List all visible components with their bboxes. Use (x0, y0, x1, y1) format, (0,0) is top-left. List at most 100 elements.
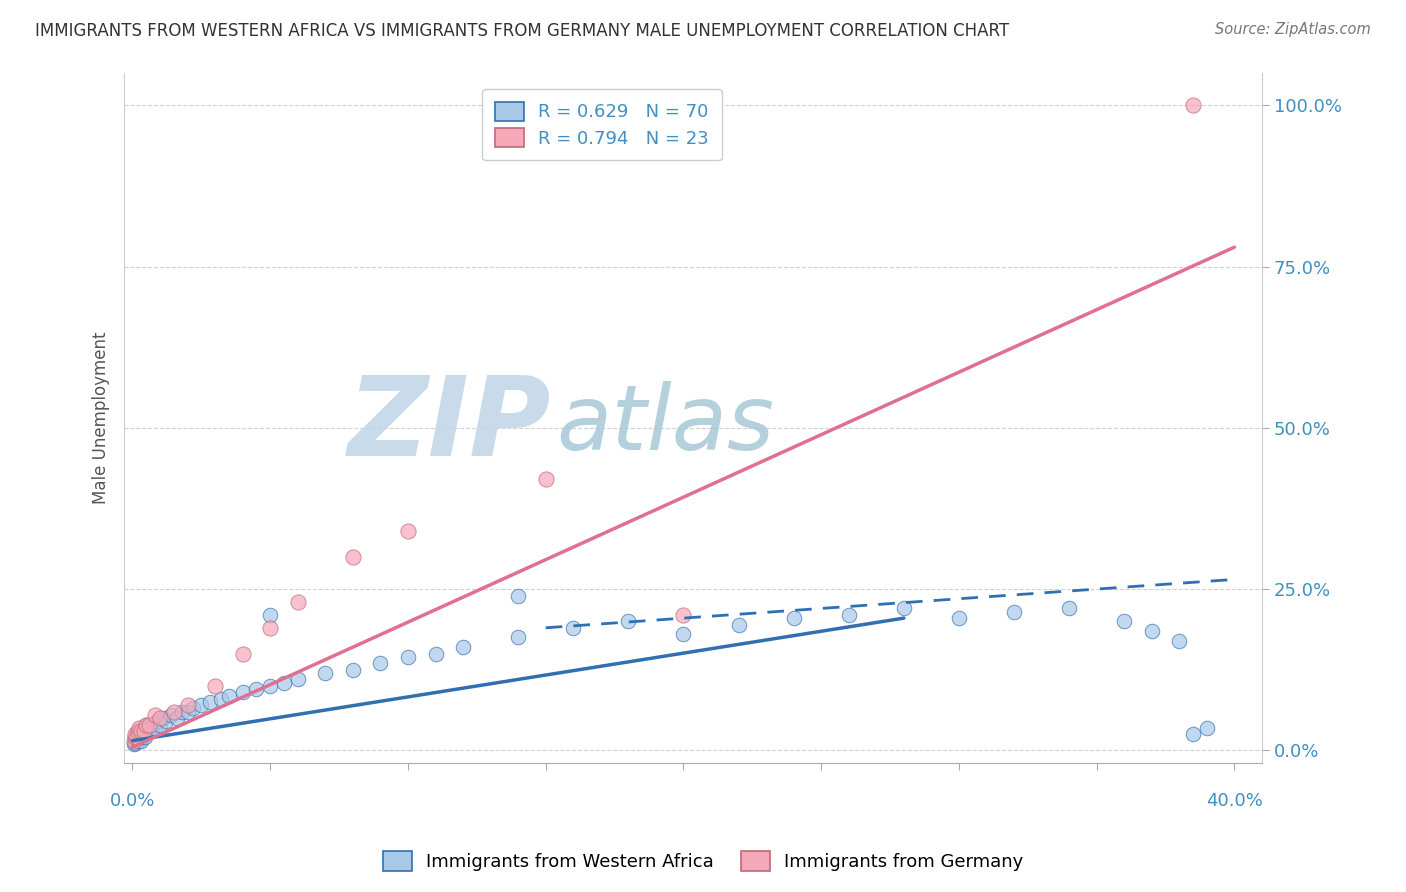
Point (135, 717, 157, 731)
Point (370, 657, 392, 671)
Point (1195, 721, 1218, 735)
Point (259, 607, 281, 622)
Point (245, 682, 267, 697)
Point (127, 724, 149, 739)
Point (129, 731, 152, 745)
Point (198, 695, 221, 709)
Point (259, 679, 281, 693)
Point (342, 663, 364, 677)
Point (146, 714, 169, 729)
Point (218, 689, 240, 703)
Point (125, 733, 148, 747)
Legend: Immigrants from Western Africa, Immigrants from Germany: Immigrants from Western Africa, Immigran… (375, 844, 1031, 879)
Point (425, 647, 447, 661)
Point (1140, 624, 1163, 638)
Point (141, 721, 163, 735)
Point (124, 727, 146, 741)
Point (838, 607, 860, 622)
Point (142, 717, 165, 731)
Point (138, 724, 160, 739)
Legend: R = 0.629   N = 70, R = 0.794   N = 23: R = 0.629 N = 70, R = 0.794 N = 23 (482, 89, 721, 161)
Point (170, 705, 193, 719)
Point (160, 707, 183, 722)
Point (1182, 727, 1205, 741)
Point (149, 717, 172, 731)
Point (396, 524, 419, 538)
Point (152, 711, 174, 725)
Point (122, 737, 145, 751)
Point (127, 731, 149, 745)
Point (143, 721, 166, 735)
Point (176, 705, 198, 719)
Point (396, 649, 419, 664)
Point (122, 733, 145, 747)
Point (727, 617, 749, 632)
Point (893, 601, 915, 615)
Point (672, 627, 695, 641)
Point (562, 621, 585, 635)
Point (508, 631, 530, 645)
Point (129, 724, 152, 739)
Point (124, 731, 146, 745)
Point (124, 736, 146, 750)
Point (166, 711, 188, 725)
Point (128, 727, 150, 741)
Point (287, 673, 309, 687)
Point (1168, 633, 1191, 648)
Point (134, 731, 156, 745)
Text: ZIP: ZIP (347, 372, 551, 478)
Point (124, 733, 146, 747)
Point (232, 685, 254, 699)
Point (143, 707, 166, 722)
Point (181, 701, 204, 715)
Point (1057, 601, 1080, 615)
Text: 0.0%: 0.0% (110, 792, 155, 810)
Point (131, 731, 153, 745)
Point (139, 717, 162, 731)
Point (508, 589, 530, 603)
Point (132, 727, 155, 741)
Text: IMMIGRANTS FROM WESTERN AFRICA VS IMMIGRANTS FROM GERMANY MALE UNEMPLOYMENT CORR: IMMIGRANTS FROM WESTERN AFRICA VS IMMIGR… (35, 22, 1010, 40)
Point (1002, 605, 1025, 619)
Point (136, 721, 159, 735)
Point (617, 615, 640, 629)
Point (129, 733, 152, 747)
Point (287, 595, 309, 609)
Point (127, 724, 149, 739)
Point (314, 665, 336, 680)
Point (129, 727, 152, 741)
Text: Source: ZipAtlas.com: Source: ZipAtlas.com (1215, 22, 1371, 37)
Point (125, 727, 148, 741)
Text: atlas: atlas (557, 381, 775, 469)
Point (128, 733, 150, 747)
Point (209, 691, 232, 706)
Point (149, 711, 172, 725)
Point (124, 731, 146, 745)
Point (1182, 98, 1205, 112)
Text: 40.0%: 40.0% (1206, 792, 1263, 810)
Point (259, 621, 281, 635)
Point (128, 721, 150, 735)
Point (190, 698, 212, 713)
Point (135, 724, 157, 739)
Point (138, 717, 160, 731)
Y-axis label: Male Unemployment: Male Unemployment (93, 332, 110, 504)
Point (342, 549, 364, 564)
Point (135, 717, 157, 731)
Point (948, 611, 970, 625)
Point (782, 611, 804, 625)
Point (273, 675, 295, 690)
Point (132, 724, 155, 739)
Point (155, 714, 177, 729)
Point (125, 731, 148, 745)
Point (534, 472, 557, 486)
Point (129, 724, 152, 739)
Point (125, 731, 148, 746)
Point (132, 721, 155, 735)
Point (1114, 615, 1136, 629)
Point (176, 698, 198, 713)
Point (232, 647, 254, 661)
Point (163, 705, 186, 719)
Point (451, 640, 474, 655)
Point (204, 679, 226, 693)
